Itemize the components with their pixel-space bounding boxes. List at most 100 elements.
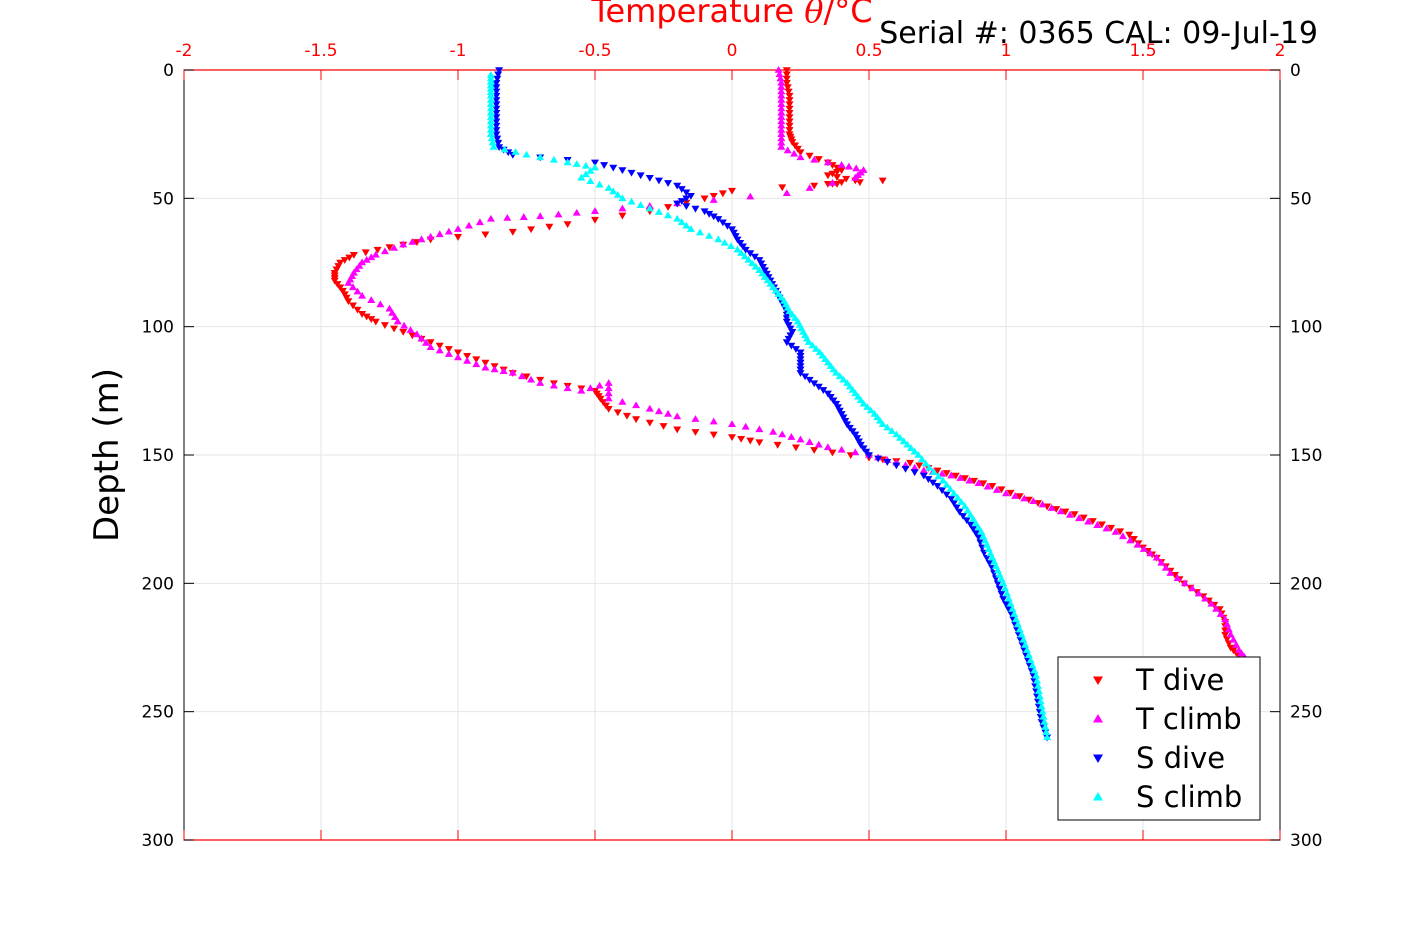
x-tick-label: 1.5 (1129, 41, 1156, 61)
s-dive-marker (705, 210, 714, 218)
t-climb-marker (475, 218, 484, 226)
t-climb-marker (777, 125, 786, 133)
s-dive-marker (801, 373, 810, 381)
s-climb-marker (883, 423, 892, 431)
t-climb-marker (422, 338, 431, 346)
t-climb-marker (358, 291, 367, 299)
y-tick-label-left: 200 (142, 574, 174, 594)
t-dive-marker (380, 322, 389, 329)
t-dive-marker (833, 174, 842, 181)
t-climb-marker (1118, 532, 1127, 540)
s-climb-marker (511, 148, 520, 155)
s-dive-marker (654, 177, 663, 185)
s-climb-marker (1034, 687, 1043, 694)
t-climb-marker (417, 334, 426, 342)
t-dive-marker (988, 483, 997, 490)
t-dive-marker (481, 359, 490, 367)
t-dive-marker (367, 316, 376, 323)
t-dive-marker (632, 416, 641, 424)
s-climb-marker (488, 138, 497, 146)
t-climb-marker (632, 401, 641, 409)
legend: T dive T climb S dive S climb (1057, 656, 1261, 821)
t-climb-marker (1166, 569, 1175, 576)
s-dive-marker (591, 159, 599, 167)
t-dive-marker (682, 199, 691, 207)
t-dive-marker (338, 287, 347, 295)
t-climb-marker (709, 417, 718, 425)
t-climb-marker (844, 162, 853, 170)
s-dive-marker (901, 465, 910, 473)
s-climb-marker (604, 184, 613, 191)
serial-cal-label: Serial #: 0365 CAL: 09-Jul-19 (879, 16, 1318, 51)
t-dive-marker (728, 434, 736, 442)
t-climb-marker (777, 117, 786, 125)
s-climb-marker (677, 218, 686, 226)
t-climb-marker (604, 389, 613, 397)
s-climb-marker (733, 245, 742, 253)
s-dive-marker (788, 329, 797, 336)
s-climb-marker (974, 523, 983, 531)
t-dive-marker (390, 325, 399, 333)
t-dive-marker (979, 480, 988, 488)
s-dive-marker (892, 462, 901, 470)
s-climb-marker (925, 463, 934, 471)
s-dive-marker (995, 585, 1004, 593)
x-ticks: -2 -1.5 -1 -0.5 0 0.5 1 1.5 2 (176, 41, 1285, 840)
t-climb-marker (554, 210, 563, 218)
s-climb-marker (696, 228, 705, 236)
s-dive-marker (843, 421, 852, 429)
t-climb-marker (774, 66, 783, 73)
t-dive-marker (332, 266, 341, 274)
t-climb-marker (1201, 594, 1210, 602)
s-dive-marker (741, 246, 750, 254)
s-climb-marker (720, 238, 729, 246)
t-climb-marker (828, 178, 837, 186)
legend-label: T climb (1135, 702, 1242, 736)
t-climb-marker (837, 445, 846, 453)
s-climb-marker (938, 476, 947, 484)
t-climb-marker (805, 184, 814, 191)
s-dive-marker (924, 476, 933, 483)
s-dive-marker (796, 356, 805, 364)
s-climb-marker (486, 108, 495, 116)
s-climb-marker (934, 472, 943, 480)
s-climb-marker (963, 506, 972, 514)
t-dive-marker (1223, 636, 1232, 643)
s-climb-marker (917, 455, 926, 463)
t-climb-marker (563, 384, 572, 392)
s-climb-marker (1001, 584, 1010, 592)
t-dive-marker (1061, 508, 1070, 516)
s-dive-marker (494, 71, 503, 79)
t-climb-marker (367, 296, 376, 303)
s-dive-marker (796, 352, 805, 360)
t-climb-marker (1226, 630, 1235, 638)
s-climb-marker (486, 71, 495, 78)
t-climb-marker (519, 213, 528, 220)
t-climb-marker (787, 433, 796, 440)
y-tick-label-right: 50 (1290, 189, 1312, 209)
s-climb-marker (892, 430, 901, 438)
t-climb-marker (777, 121, 786, 129)
t-climb-marker (782, 189, 791, 196)
s-dive-marker (796, 366, 805, 374)
y-tick-label-right: 0 (1290, 61, 1301, 81)
t-climb-marker (472, 360, 481, 368)
t-climb-marker (777, 78, 786, 86)
t-dive-marker (664, 204, 673, 211)
s-climb-marker (682, 221, 691, 229)
s-climb-marker (1039, 712, 1048, 720)
t-dive-marker (933, 467, 942, 475)
t-climb-marker (1232, 640, 1241, 648)
t-dive-marker (349, 252, 358, 259)
t-dive-marker (709, 431, 718, 439)
t-dive-marker (454, 234, 462, 241)
t-dive-marker (970, 477, 979, 485)
y-tick-label-left: 150 (142, 446, 174, 466)
s-dive-marker (865, 452, 873, 459)
t-dive-marker (997, 486, 1006, 494)
s-dive-marker (999, 595, 1008, 603)
t-climb-marker (783, 146, 792, 154)
t-dive-marker (613, 409, 622, 417)
t-climb-marker (775, 70, 784, 78)
s-climb-marker (489, 143, 498, 150)
